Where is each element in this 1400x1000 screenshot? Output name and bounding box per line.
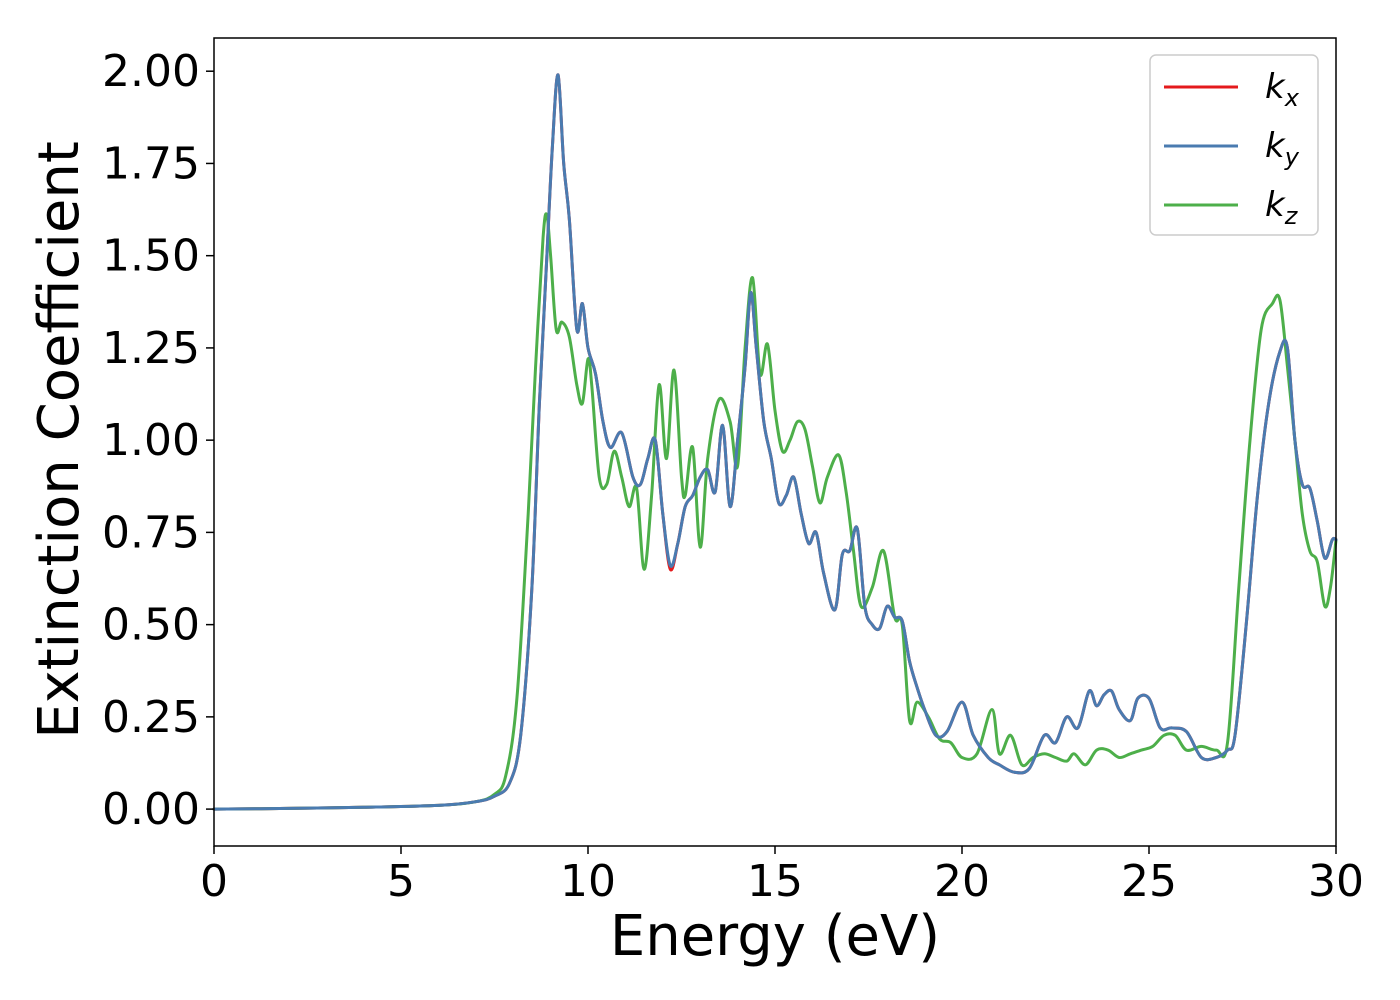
x-tick-label: 30 [1308,856,1364,907]
y-tick-label: 1.25 [102,323,200,374]
series-line-ky [212,73,1338,811]
y-tick-label: 0.50 [102,600,200,651]
x-tick-label: 15 [747,856,803,907]
plot-frame [213,37,1337,847]
x-tick-label: 0 [200,856,228,907]
x-axis: 0 5 10 15 20 25 30 [200,846,1364,907]
x-tick-label: 25 [1121,856,1177,907]
y-tick-label: 2.00 [102,46,200,97]
y-axis-label: Extinction Coefficient [27,141,92,739]
y-tick-label: 0.75 [102,507,200,558]
x-axis-label: Energy (eV) [610,904,940,969]
y-tick-label: 1.00 [102,415,200,466]
y-tick-label: 1.50 [102,231,200,282]
plot-area [212,73,1338,811]
x-tick-label: 20 [934,856,990,907]
y-tick-label: 0.25 [102,692,200,743]
legend-label: kx [1265,67,1300,112]
y-tick-label: 1.75 [102,138,200,189]
series-line-kz [212,212,1338,811]
y-tick-label: 0.00 [102,784,200,835]
x-tick-label: 10 [560,856,616,907]
x-tick-label: 5 [387,856,415,907]
legend-item-kx: kx [1164,67,1300,112]
legend: kx ky kz [1149,54,1319,236]
legend-item-ky: ky [1164,126,1300,171]
legend-label: ky [1265,126,1300,171]
legend-item-kz: kz [1164,185,1299,230]
y-axis: 0.00 0.25 0.50 0.75 1.00 1.25 1.50 1.75 2.00 [102,46,214,835]
legend-label: kz [1265,185,1299,230]
